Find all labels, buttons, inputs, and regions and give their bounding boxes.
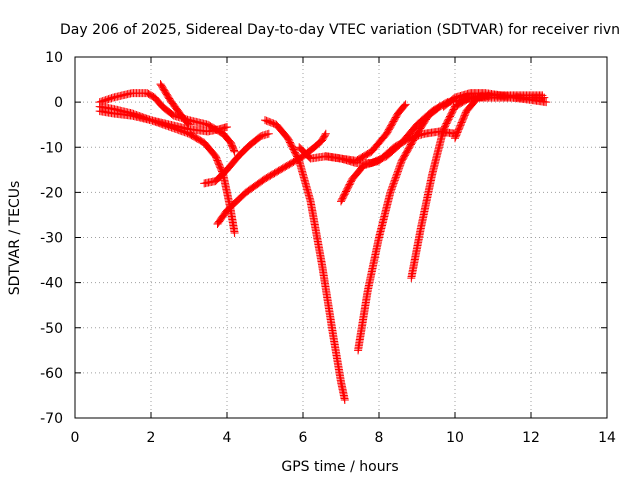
data-point [230, 228, 239, 237]
y-tick-label: -10 [40, 140, 63, 156]
y-tick-label: 0 [54, 95, 63, 111]
data-point [542, 98, 551, 107]
x-axis-label: GPS time / hours [281, 459, 398, 475]
axis-ticks [74, 56, 608, 419]
x-tick-label: 12 [522, 430, 540, 446]
data-points [95, 80, 551, 404]
x-tick-label: 2 [147, 430, 156, 446]
data-point [223, 122, 231, 131]
x-tick-label: 0 [71, 430, 80, 446]
data-series [337, 127, 459, 206]
data-point [230, 147, 239, 156]
x-tick-label: 14 [598, 430, 616, 446]
data-point [321, 131, 330, 140]
data-point [184, 119, 193, 128]
y-tick-label: -50 [40, 321, 63, 337]
x-tick-label: 10 [446, 430, 464, 446]
y-tick-label: -20 [40, 185, 63, 201]
data-series [95, 107, 231, 136]
data-series [156, 80, 193, 129]
data-series [354, 102, 444, 355]
y-tick-label: 10 [45, 50, 63, 66]
data-point [321, 129, 330, 138]
y-tick-label: -60 [40, 366, 63, 382]
y-tick-label: -30 [40, 231, 63, 247]
grid-lines [75, 57, 607, 418]
data-point [185, 120, 193, 129]
data-point [230, 146, 239, 155]
data-point [264, 129, 273, 138]
data-point [340, 395, 349, 404]
data-series [261, 116, 349, 404]
data-series [451, 91, 551, 143]
x-tick-label: 6 [299, 430, 308, 446]
x-tick-labels: 0 2 4 6 8 10 12 14 [71, 430, 616, 446]
chart-title: Day 206 of 2025, Sidereal Day-to-day VTE… [60, 22, 620, 38]
data-point [401, 100, 410, 109]
x-tick-label: 4 [223, 430, 232, 446]
data-point [304, 152, 313, 161]
data-series [200, 129, 273, 188]
x-tick-label: 8 [375, 430, 384, 446]
y-axis-label: SDTVAR / TECUs [7, 181, 23, 296]
data-point [400, 101, 409, 110]
y-tick-label: -70 [40, 411, 63, 427]
data-point [434, 103, 443, 112]
y-tick-label: -40 [40, 276, 63, 292]
y-tick-labels: -70 -60 -50 -40 -30 -20 -10 0 10 [40, 50, 63, 427]
